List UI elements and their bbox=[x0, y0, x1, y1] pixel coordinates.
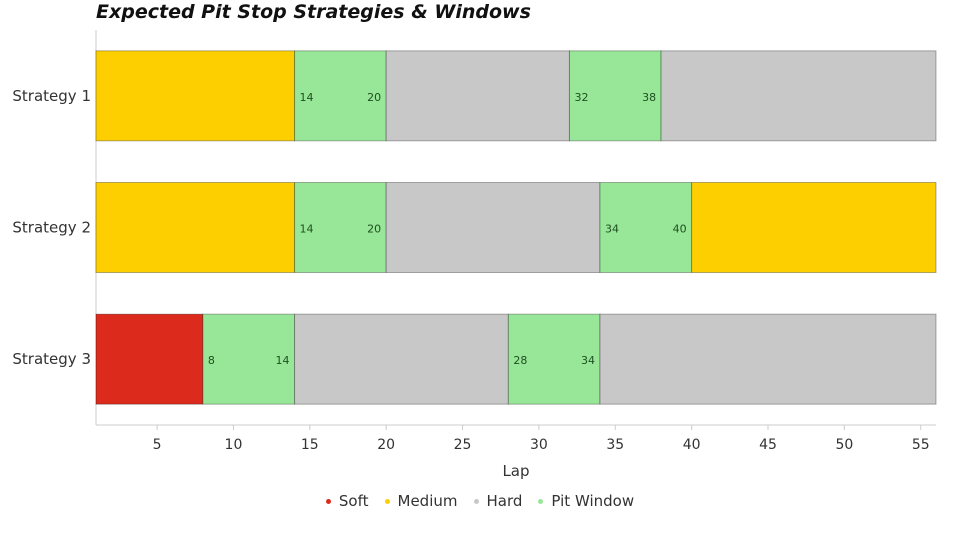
pit-window-end-label: 14 bbox=[276, 354, 290, 367]
x-tick-label: 30 bbox=[530, 437, 548, 453]
pit-window-end-label: 40 bbox=[673, 223, 687, 236]
pit-strategy-chart: 14 20 32 38 14 20 34 40 8 14 28 34 5 10 15 20 25 30 35 40 4… bbox=[12, 30, 937, 480]
x-tick-label: 20 bbox=[377, 437, 395, 453]
y-tick-label: Strategy 2 bbox=[12, 219, 91, 237]
chart-title: Expected Pit Stop Strategies & Windows bbox=[96, 1, 531, 23]
legend-label-hard: Hard bbox=[486, 492, 523, 510]
legend-marker-hard bbox=[473, 498, 479, 504]
bar-segment-medium bbox=[95, 50, 296, 142]
bar-segment-pit-window bbox=[568, 50, 662, 142]
pit-window-start-label: 14 bbox=[300, 91, 314, 104]
pit-window-end-label: 34 bbox=[581, 354, 595, 367]
bar-segment-hard bbox=[660, 50, 937, 142]
legend-label-soft: Soft bbox=[338, 492, 369, 510]
bar-segment-hard bbox=[294, 313, 509, 405]
x-axis: 5 10 15 20 25 30 35 40 45 50 55 bbox=[153, 425, 930, 453]
x-tick-label: 40 bbox=[683, 437, 701, 453]
pit-window-end-label: 38 bbox=[642, 91, 656, 104]
y-tick-label: Strategy 1 bbox=[12, 87, 91, 105]
y-tick-label: Strategy 3 bbox=[12, 350, 91, 368]
legend-item-pit-window[interactable]: Pit Window bbox=[538, 492, 634, 510]
legend-label-medium: Medium bbox=[397, 492, 458, 510]
x-tick-label: 15 bbox=[301, 437, 319, 453]
legend-item-hard[interactable]: Hard bbox=[473, 492, 523, 510]
pit-window-start-label: 34 bbox=[605, 223, 619, 236]
legend-marker-soft bbox=[325, 498, 331, 504]
x-tick-label: 55 bbox=[912, 437, 930, 453]
legend-item-medium[interactable]: Medium bbox=[384, 492, 458, 510]
bar-segment-hard bbox=[599, 313, 937, 405]
bar-segment-pit-window bbox=[294, 50, 387, 142]
pit-window-start-label: 32 bbox=[574, 91, 588, 104]
bar-segment-soft bbox=[95, 313, 204, 405]
x-axis-title: Lap bbox=[502, 462, 529, 480]
x-tick-label: 50 bbox=[835, 437, 853, 453]
bar-segment-pit-window bbox=[599, 182, 693, 273]
bar-segment-medium bbox=[95, 182, 296, 273]
x-tick-label: 25 bbox=[454, 437, 472, 453]
bar-segment-hard bbox=[385, 50, 570, 142]
pit-window-start-label: 8 bbox=[208, 354, 215, 367]
bar-segment-pit-window bbox=[294, 182, 387, 273]
pit-window-end-label: 20 bbox=[367, 91, 381, 104]
x-tick-label: 10 bbox=[225, 437, 243, 453]
pit-window-end-label: 20 bbox=[367, 223, 381, 236]
bar-segment-medium bbox=[691, 182, 937, 273]
y-axis: Strategy 1 Strategy 2 Strategy 3 bbox=[12, 87, 91, 368]
pit-window-start-label: 28 bbox=[513, 354, 527, 367]
legend-marker-pit-window bbox=[538, 498, 544, 504]
x-tick-label: 5 bbox=[153, 437, 162, 453]
x-tick-label: 45 bbox=[759, 437, 777, 453]
pit-window-start-label: 14 bbox=[300, 223, 314, 236]
legend: Soft Medium Hard Pit Window bbox=[0, 492, 960, 510]
bars-group: 14 20 32 38 14 20 34 40 8 14 28 34 bbox=[95, 50, 937, 405]
legend-item-soft[interactable]: Soft bbox=[325, 492, 369, 510]
legend-label-pit-window: Pit Window bbox=[551, 492, 635, 510]
bar-segment-hard bbox=[385, 182, 601, 273]
legend-marker-medium bbox=[384, 498, 390, 504]
x-tick-label: 35 bbox=[606, 437, 624, 453]
